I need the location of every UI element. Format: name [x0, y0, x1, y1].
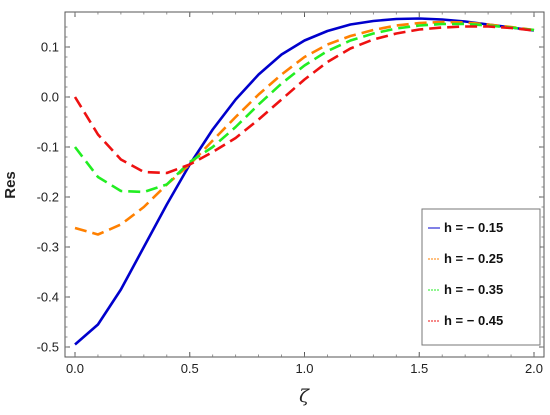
x-tick-label: 0.5 — [181, 361, 199, 376]
y-tick-label: 0.1 — [41, 40, 59, 55]
series-line-2 — [74, 20, 535, 236]
y-axis-title: Res — [2, 171, 19, 199]
series-line-1 — [74, 17, 535, 346]
y-tick-label: -0.5 — [37, 340, 59, 355]
y-tick-label: 0.0 — [41, 90, 59, 105]
legend-label: h = − 0.35 — [444, 282, 503, 297]
y-tick-label: -0.2 — [37, 190, 59, 205]
legend-label: h = − 0.15 — [444, 220, 503, 235]
x-tick-label: 1.0 — [295, 361, 313, 376]
legend-label: h = − 0.45 — [444, 313, 503, 328]
series-line-3 — [73, 22, 535, 194]
y-tick-label: -0.3 — [37, 240, 59, 255]
y-tick-label: -0.4 — [37, 290, 59, 305]
y-tick-label: -0.1 — [37, 140, 59, 155]
legend: h = − 0.15 h = − 0.25 h = − 0.35 h = − 0.45 — [421, 208, 541, 346]
x-axis-title: ζ — [299, 386, 310, 407]
series-layer — [73, 17, 535, 346]
series-line-4 — [73, 25, 535, 175]
x-tick-label: 1.5 — [410, 361, 428, 376]
legend-box — [421, 208, 541, 346]
x-tick-label: 0.0 — [66, 361, 84, 376]
legend-label: h = − 0.25 — [444, 251, 503, 266]
ticks-layer: 0.0 0.5 1.0 1.5 2.0 -0.5 -0.4 -0.3 -0.2 -0.1 0.0 0.… — [37, 12, 544, 376]
x-tick-label: 2.0 — [525, 361, 543, 376]
